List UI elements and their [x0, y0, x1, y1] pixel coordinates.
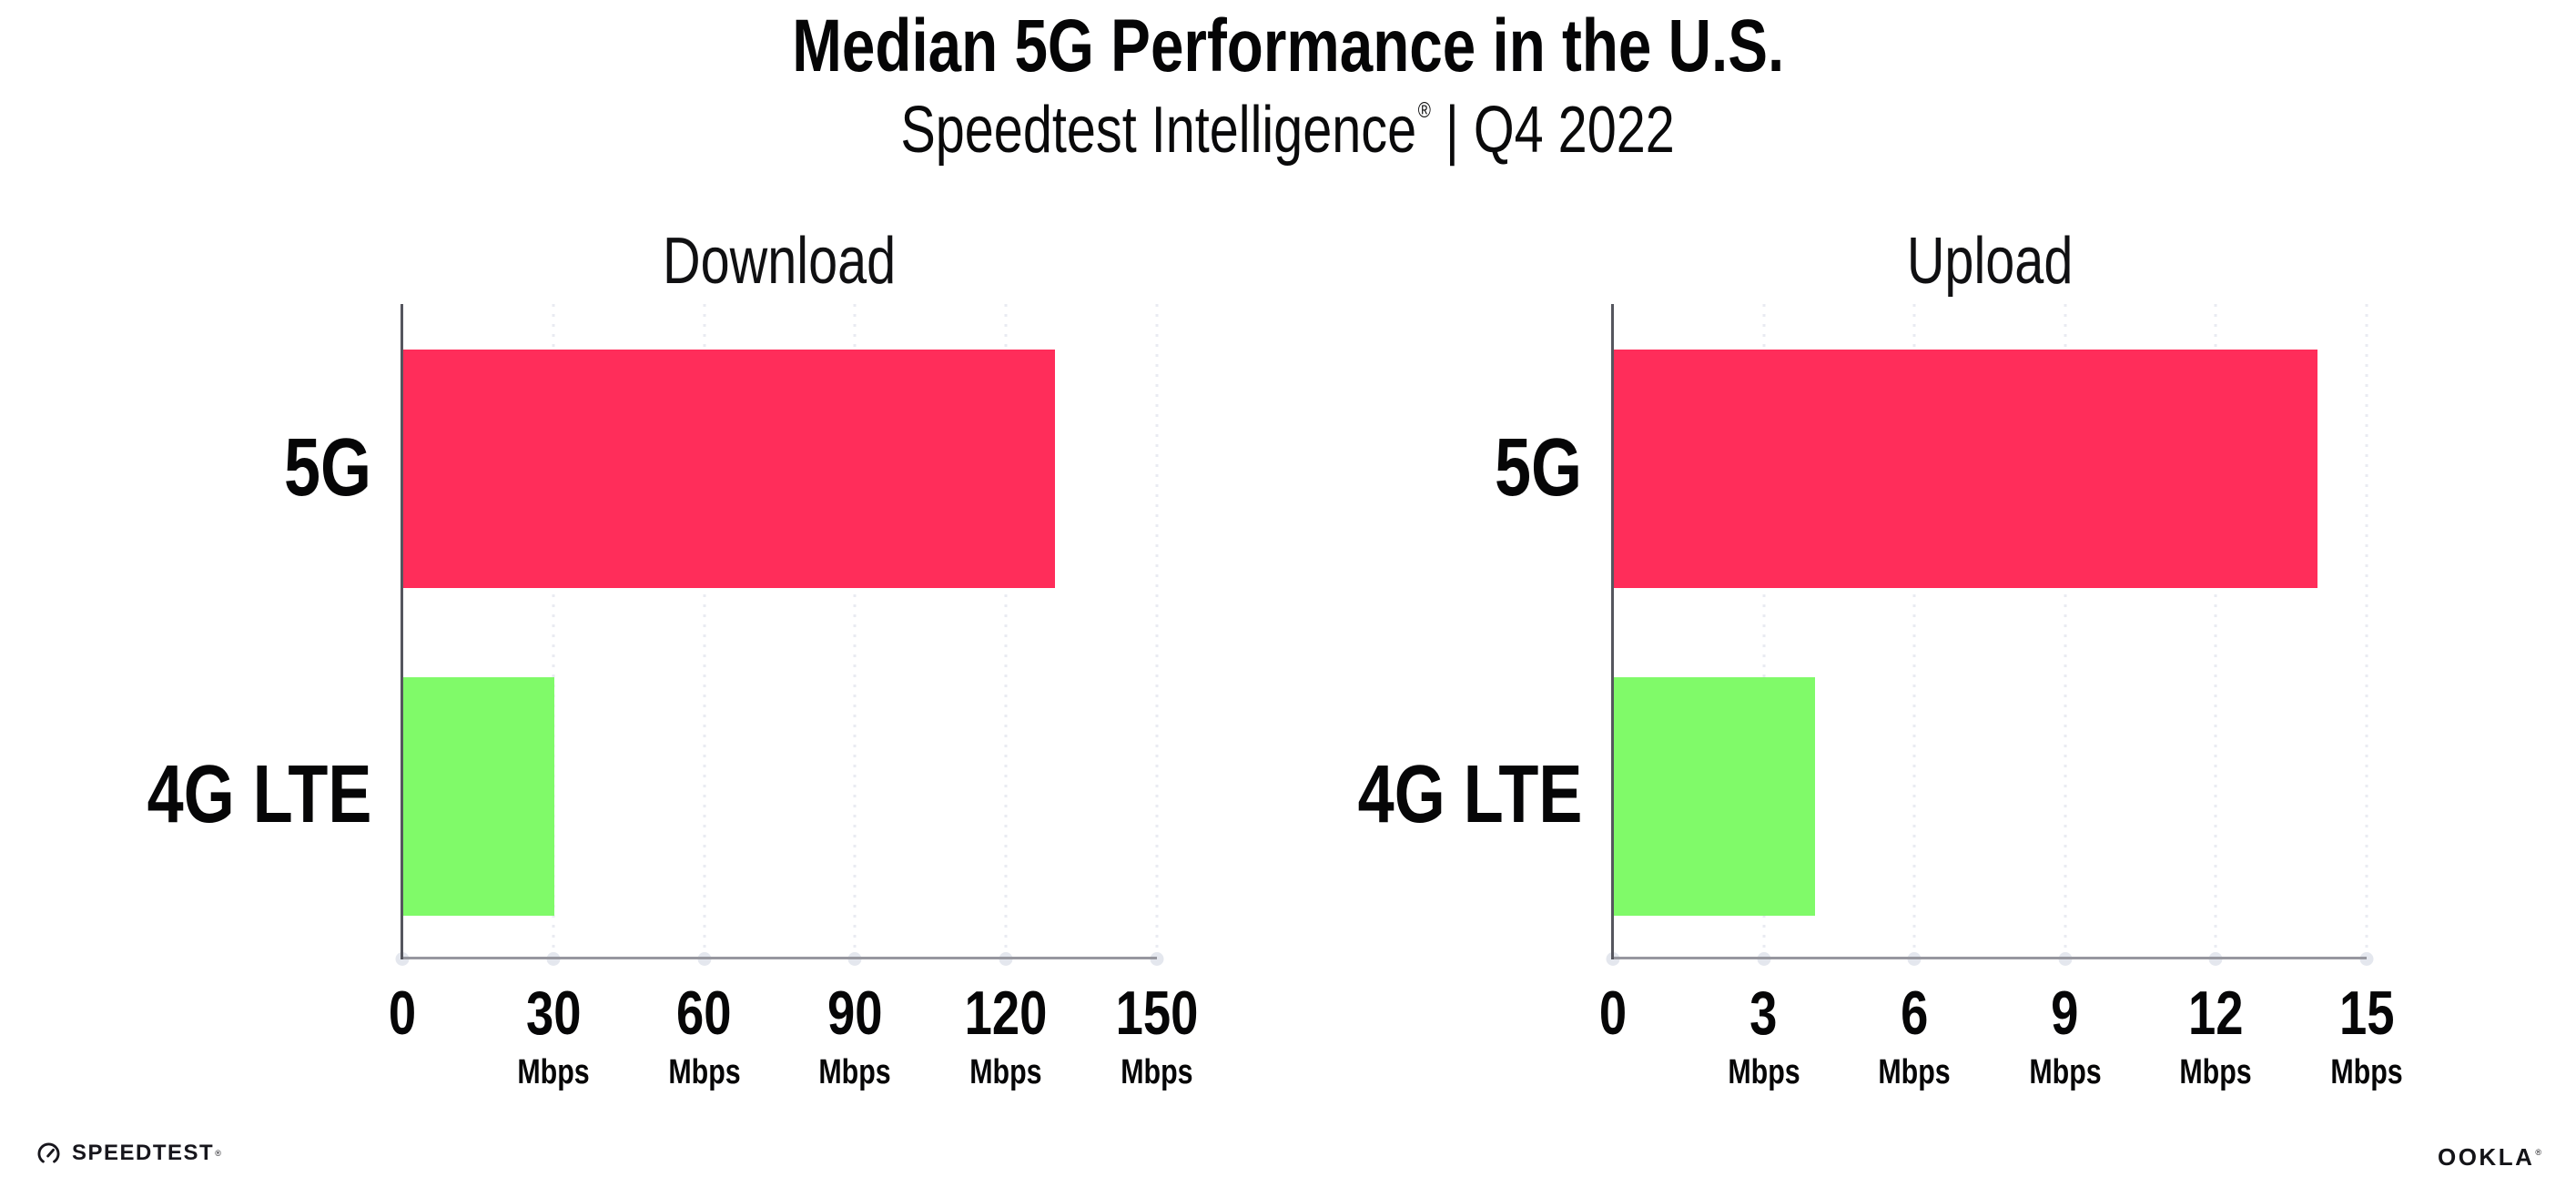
page-subtitle: Speedtest Intelligence® | Q4 2022 [0, 94, 2576, 167]
gridline-150 [1155, 304, 1159, 959]
tick-label-120: 120 Mbps [964, 979, 1048, 1091]
subtitle-period: Q4 2022 [1474, 94, 1676, 167]
tick-label-0: 0 [388, 979, 417, 1048]
bar-5g-upload [1614, 350, 2317, 588]
gridline-60 [703, 304, 706, 959]
speedtest-gauge-icon [37, 1142, 60, 1163]
gridline-6 [1912, 304, 1916, 959]
gridline-12 [2214, 304, 2217, 959]
tick-label-12: 12 Mbps [2179, 979, 2253, 1091]
tick-label-0: 0 [1598, 979, 1628, 1048]
tick-dot-15 [2359, 952, 2374, 966]
tick-label-60: 60 Mbps [667, 979, 741, 1091]
tick-label-150: 150 Mbps [1115, 979, 1199, 1091]
registered-mark-icon: ® [1418, 98, 1432, 123]
upload-chart-plot: 0 3 Mbps 6 Mbps 9 Mbps 12 Mbps 15 Mbps 5G 4G LTE [1357, 304, 2403, 1090]
page-title-text: Median 5G Performance in the U.S. [792, 5, 1784, 87]
bar-5g-download [403, 350, 1055, 588]
page-title: Median 5G Performance in the U.S. [0, 5, 2576, 87]
tick-dot-150 [1150, 952, 1164, 966]
row-label-5g: 5G [1494, 421, 1582, 513]
download-chart-plot: 0 30 Mbps 60 Mbps 90 Mbps 120 Mbps 150 Mbps 5G 4G LT… [147, 304, 1198, 1090]
gridline-9 [2064, 304, 2067, 959]
bar-4g-lte-upload [1614, 676, 1815, 916]
speedtest-logo: SPEEDTEST ® [36, 1140, 221, 1167]
subtitle-brand: Speedtest Intelligence [900, 94, 1417, 167]
gridline-30 [552, 304, 555, 959]
tick-label-30: 30 Mbps [517, 979, 590, 1091]
row-label-5g: 5G [283, 421, 371, 513]
x-axis-line [401, 957, 1157, 959]
y-axis-line [401, 304, 403, 959]
subtitle-separator: | [1445, 94, 1460, 167]
y-axis-line [1611, 304, 1614, 959]
chart-title-download: Download [663, 225, 897, 298]
ookla-registered-mark-icon: ® [2535, 1148, 2541, 1157]
speedtest-registered-mark-icon: ® [215, 1149, 221, 1158]
speedtest-wordmark: SPEEDTEST [72, 1141, 215, 1165]
ookla-logo: OOKLA® [2438, 1145, 2541, 1170]
tick-label-9: 9 Mbps [2029, 979, 2102, 1091]
gridline-120 [1004, 304, 1008, 959]
bar-4g-lte-download [403, 676, 554, 916]
gridline-3 [1762, 304, 1766, 959]
tick-label-15: 15 Mbps [2330, 979, 2403, 1091]
tick-label-3: 3 Mbps [1727, 979, 1800, 1091]
gridline-90 [853, 304, 857, 959]
row-label-4g-lte: 4G LTE [147, 749, 371, 841]
tick-label-6: 6 Mbps [1878, 979, 1951, 1091]
ookla-wordmark: OOKLA [2437, 1143, 2535, 1171]
tick-label-90: 90 Mbps [818, 979, 892, 1091]
x-axis-line [1611, 957, 2367, 959]
row-label-4g-lte: 4G LTE [1357, 749, 1582, 841]
chart-title-upload: Upload [1906, 225, 2074, 298]
gridline-15 [2365, 304, 2368, 959]
